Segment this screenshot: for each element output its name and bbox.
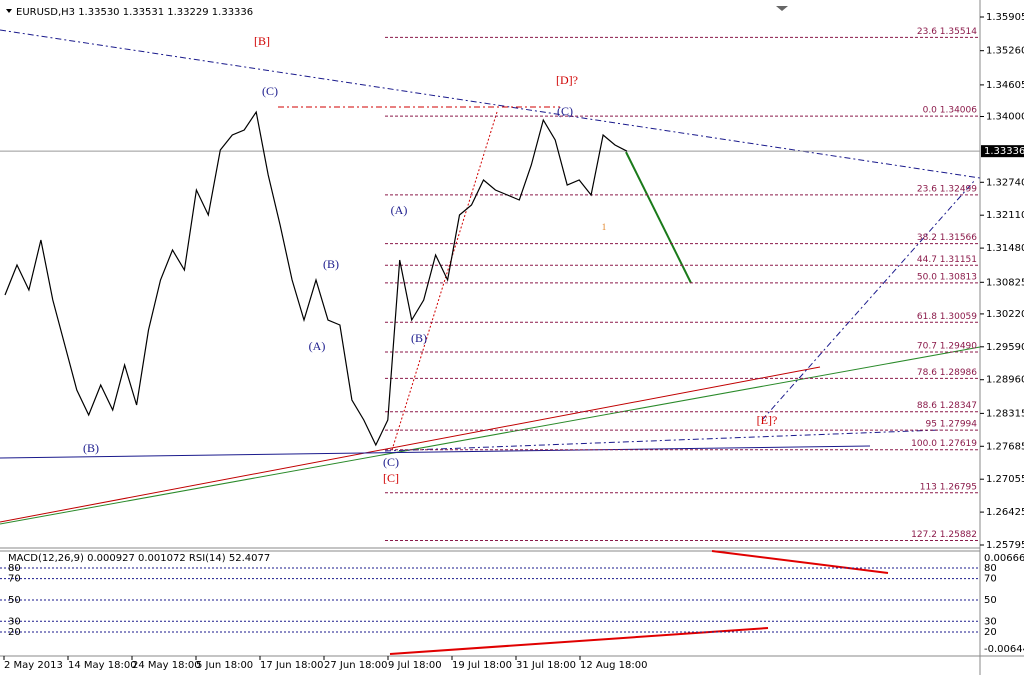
price-tick-label: 1.35260 — [986, 46, 1024, 57]
wave-label: (B) — [411, 331, 427, 345]
fib-label: 23.6 1.32499 — [917, 184, 977, 194]
wave-label: (C) — [557, 104, 573, 118]
current-price-box — [981, 145, 1024, 158]
time-label: 5 Jun 18:00 — [196, 660, 253, 671]
rsi-level-label: 20 — [8, 627, 21, 638]
wave-label: 1 — [602, 222, 607, 232]
time-label: 17 Jun 18:00 — [260, 660, 324, 671]
fib-label: 70.7 1.29490 — [917, 342, 977, 352]
rsi-level-label: 80 — [8, 563, 21, 574]
fib-label: 88.6 1.28347 — [917, 401, 977, 411]
time-label: 14 May 18:00 — [68, 660, 137, 671]
rsi-level-label: 30 — [8, 616, 21, 627]
time-label: 31 Jul 18:00 — [516, 660, 576, 671]
indicator-title: MACD(12,26,9) 0.000927 0.001072 RSI(14) … — [8, 553, 270, 564]
price-tick-label: 1.30220 — [986, 309, 1024, 320]
price-tick-label: 1.25795 — [986, 540, 1024, 551]
rsi-level-label: 50 — [8, 595, 21, 606]
fib-label: 78.6 1.28986 — [917, 368, 977, 378]
wave-label: (C) — [262, 84, 278, 98]
fib-label: 127.2 1.25882 — [911, 530, 977, 540]
rsi-level-axis-label: 20 — [984, 627, 997, 638]
price-tick-label: 1.29590 — [986, 342, 1024, 353]
price-tick-label: 1.34605 — [986, 80, 1024, 91]
wave-label: [E]? — [757, 413, 778, 427]
collapse-arrow — [776, 6, 788, 11]
price-tick-label: 1.27055 — [986, 474, 1024, 485]
fib-label: 0.0 1.34006 — [923, 106, 978, 116]
time-label: 19 Jul 18:00 — [452, 660, 512, 671]
rsi-level-label: 70 — [8, 574, 21, 585]
time-label: 24 May 18:00 — [132, 660, 201, 671]
time-label: 27 Jun 18:00 — [324, 660, 388, 671]
fib-label: 23.6 1.35514 — [917, 27, 977, 37]
rsi-level-axis-label: 30 — [984, 616, 997, 627]
rsi-level-axis-label: 80 — [984, 563, 997, 574]
fib-label: 44.7 1.31151 — [917, 255, 977, 265]
price-tick-label: 1.31480 — [986, 243, 1024, 254]
time-label: 2 May 2013 — [4, 660, 63, 671]
price-tick-label: 1.32110 — [986, 210, 1024, 221]
wave-label: (B) — [83, 441, 99, 455]
price-tick-label: 1.30825 — [986, 277, 1024, 288]
trend-line — [0, 29, 981, 179]
time-label: 9 Jul 18:00 — [388, 660, 442, 671]
wave-label: (A) — [391, 203, 408, 217]
price-tick-label: 1.28960 — [986, 375, 1024, 386]
wave-label: [D]? — [556, 73, 578, 87]
wave-label: (A) — [309, 339, 326, 353]
price-line — [4, 110, 628, 447]
symbol-info: EURUSD,H3 1.33530 1.33531 1.33229 1.3333… — [16, 7, 253, 18]
trend-line — [384, 429, 941, 452]
current-price-label: 1.33336 — [984, 146, 1024, 157]
trend-line — [0, 445, 871, 459]
fib-label: 50.0 1.30813 — [917, 272, 977, 282]
divergence-line — [711, 550, 889, 574]
wave-label: [C] — [383, 471, 399, 485]
fib-label: 95 1.27994 — [925, 420, 977, 430]
rsi-level-axis-label: 50 — [984, 595, 997, 606]
rsi-level-axis-label: 70 — [984, 574, 997, 585]
time-label: 12 Aug 18:00 — [580, 660, 647, 671]
price-tick-label: 1.26425 — [986, 507, 1024, 518]
price-tick-label: 1.34000 — [986, 111, 1024, 122]
macd-min: -0.006447 — [984, 644, 1024, 655]
price-tick-label: 1.28315 — [986, 408, 1024, 419]
menu-arrow — [6, 9, 12, 13]
fib-label: 38.2 1.31566 — [917, 233, 977, 243]
price-tick-label: 1.27685 — [986, 441, 1024, 452]
trend-line — [0, 366, 821, 523]
wave-label: [B] — [254, 34, 270, 48]
fib-label: 100.0 1.27619 — [911, 439, 977, 449]
wave-label: (C) — [383, 455, 399, 469]
trend-line — [0, 346, 981, 525]
wave-label: (B) — [323, 257, 339, 271]
price-tick-label: 1.35905 — [986, 12, 1024, 23]
macd-max: 0.006662 — [984, 553, 1024, 564]
projection-line — [625, 151, 692, 284]
fib-label: 113 1.26795 — [920, 482, 977, 492]
trend-line — [761, 179, 976, 421]
price-tick-label: 1.32740 — [986, 177, 1024, 188]
fib-label: 61.8 1.30059 — [917, 312, 977, 322]
wave-line — [391, 111, 498, 451]
